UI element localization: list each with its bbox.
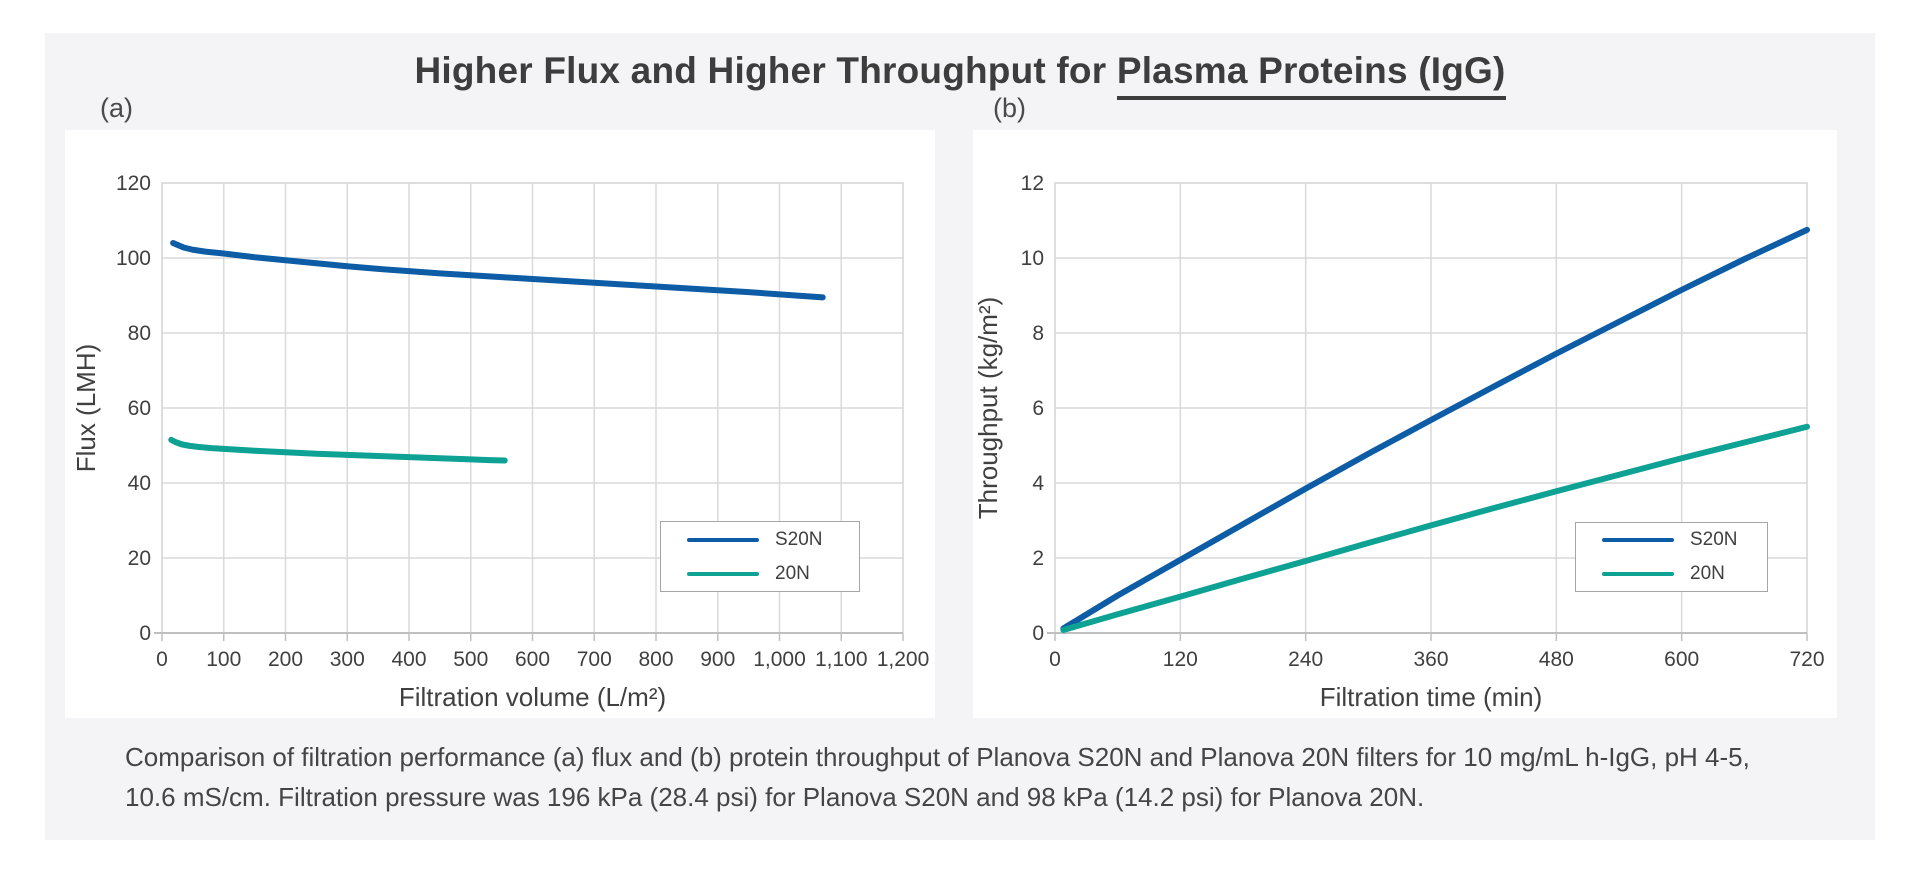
legend-line-swatch (1602, 572, 1674, 576)
figure-title-plain: Higher Flux and Higher Throughput for (414, 50, 1117, 91)
throughput-chart-panel: 0 120 240 360 480 600 720 0 2 4 6 8 10 12 Filtration t… (973, 130, 1837, 718)
y-tick-label: 4 (1032, 472, 1044, 495)
flux-chart: 0 100 200 300 400 500 600 700 800 900 1,000 1,100 1,… (71, 172, 930, 712)
x-axis-title: Filtration time (min) (1320, 682, 1542, 712)
y-tick-label: 6 (1032, 397, 1044, 420)
y-tick-label: 100 (116, 247, 151, 270)
legend-line-swatch (687, 571, 759, 576)
legend-label: 20N (1690, 563, 1725, 584)
legend-row-s20n: S20N (1602, 529, 1767, 551)
x-tick-label: 300 (330, 648, 365, 671)
y-tick-label: 2 (1032, 547, 1044, 570)
y-tick-label: 0 (139, 622, 151, 645)
y-axis-title: Throughput (kg/m²) (973, 297, 1003, 520)
x-tick-label: 120 (1163, 648, 1198, 671)
x-tick-label: 900 (700, 648, 735, 671)
series-s20n (1060, 226, 1810, 632)
y-tick-label: 60 (128, 397, 151, 420)
legend-row-20n: 20N (687, 563, 859, 585)
x-tick-label: 800 (638, 648, 673, 671)
legend-row-20n: 20N (1602, 563, 1767, 585)
x-tick-label: 600 (1664, 648, 1699, 671)
x-tick-label: 0 (1049, 648, 1061, 671)
caption-line-1: Comparison of filtration performance (a)… (125, 742, 1750, 772)
y-axis-title: Flux (LMH) (71, 344, 101, 473)
y-tick-label: 0 (1032, 622, 1044, 645)
x-tick-label: 1,000 (753, 648, 806, 671)
flux-chart-legend: S20N 20N (660, 521, 860, 592)
x-tick-label: 720 (1789, 648, 1824, 671)
y-tick-label: 120 (116, 172, 151, 195)
x-axis-title: Filtration volume (L/m²) (399, 682, 666, 712)
figure-title: Higher Flux and Higher Throughput for Pl… (45, 50, 1875, 100)
series-20n (1060, 423, 1810, 633)
x-tick-label: 480 (1539, 648, 1574, 671)
figure-title-underlined: Plasma Proteins (IgG) (1116, 50, 1506, 100)
y-tick-label: 40 (128, 472, 151, 495)
y-tick-label: 8 (1032, 322, 1044, 345)
x-tick-label: 1,100 (815, 648, 868, 671)
x-tick-label: 240 (1288, 648, 1323, 671)
x-tick-label: 400 (391, 648, 426, 671)
flux-chart-panel: 0 100 200 300 400 500 600 700 800 900 1,000 1,100 1,… (65, 130, 935, 718)
figure-caption: Comparison of filtration performance (a)… (125, 737, 1825, 818)
legend-label: 20N (775, 562, 810, 584)
x-tick-label: 360 (1413, 648, 1448, 671)
x-tick-label: 600 (515, 648, 550, 671)
panel-b-label: (b) (993, 93, 1026, 123)
y-tick-label: 20 (128, 547, 151, 570)
legend-label: S20N (775, 528, 823, 550)
x-tick-label: 200 (268, 648, 303, 671)
series-20n (168, 436, 508, 464)
legend-line-swatch (687, 537, 759, 542)
panel-a-label: (a) (100, 93, 133, 123)
x-tick-label: 100 (206, 648, 241, 671)
x-tick-label: 500 (453, 648, 488, 671)
y-tick-label: 12 (1021, 172, 1044, 195)
x-tick-label: 0 (156, 648, 168, 671)
figure-card: Higher Flux and Higher Throughput for Pl… (45, 33, 1875, 840)
legend-line-swatch (1602, 538, 1674, 542)
legend-label: S20N (1690, 529, 1738, 550)
y-tick-label: 80 (128, 322, 151, 345)
y-tick-label: 10 (1021, 247, 1044, 270)
x-tick-label: 1,200 (877, 648, 930, 671)
throughput-chart-legend: S20N 20N (1575, 522, 1768, 592)
x-tick-label: 700 (577, 648, 612, 671)
series-s20n (170, 240, 826, 301)
legend-row-s20n: S20N (687, 529, 859, 551)
caption-line-2: 10.6 mS/cm. Filtration pressure was 196 … (125, 782, 1425, 813)
throughput-chart: 0 120 240 360 480 600 720 0 2 4 6 8 10 12 Filtration t… (973, 172, 1825, 712)
